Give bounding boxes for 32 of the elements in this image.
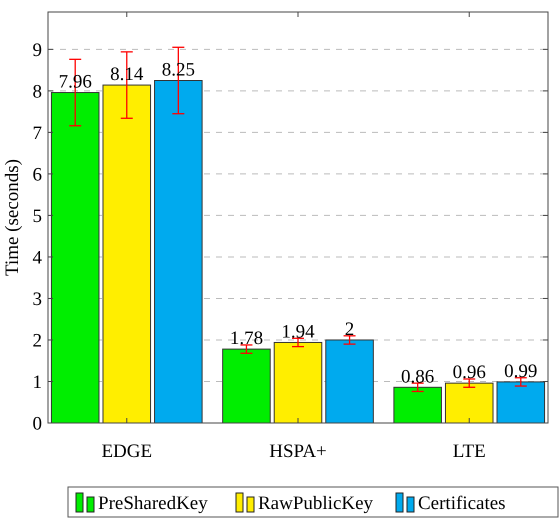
legend-label: Certificates <box>418 493 506 514</box>
data-label: 1.94 <box>281 321 316 342</box>
data-label: 0.99 <box>504 360 538 382</box>
x-tick-label: LTE <box>452 441 486 462</box>
x-tick-label: EDGE <box>101 441 152 462</box>
bar <box>444 382 494 424</box>
data-label: 2 <box>344 318 354 340</box>
bar <box>274 342 322 424</box>
y-tick-label: 5 <box>32 206 42 228</box>
y-tick-label: 4 <box>32 248 42 269</box>
data-label: 0.86 <box>401 366 434 388</box>
bar <box>222 348 271 424</box>
y-tick-label: 6 <box>32 164 42 186</box>
bar <box>325 339 374 424</box>
y-tick-label: 3 <box>32 289 42 310</box>
bar <box>154 80 203 424</box>
legend-label: PreSharedKey <box>98 493 208 514</box>
bar <box>496 381 546 424</box>
y-tick-label: 2 <box>32 330 42 352</box>
data-label: 1.78 <box>230 328 264 350</box>
y-axis-title: Time (seconds) <box>2 159 23 276</box>
legend-label: RawPublicKey <box>258 493 374 514</box>
x-tick-label: HSPA+ <box>269 441 327 462</box>
y-tick-label: 8 <box>32 82 42 103</box>
y-tick-label: 0 <box>32 414 42 435</box>
bar <box>102 84 152 424</box>
y-tick-label: 1 <box>32 372 42 394</box>
y-tick-label: 7 <box>32 123 42 144</box>
bar <box>393 386 442 424</box>
y-tick-label: 9 <box>32 40 42 62</box>
data-label: 0.96 <box>452 362 486 384</box>
bar <box>50 92 100 424</box>
